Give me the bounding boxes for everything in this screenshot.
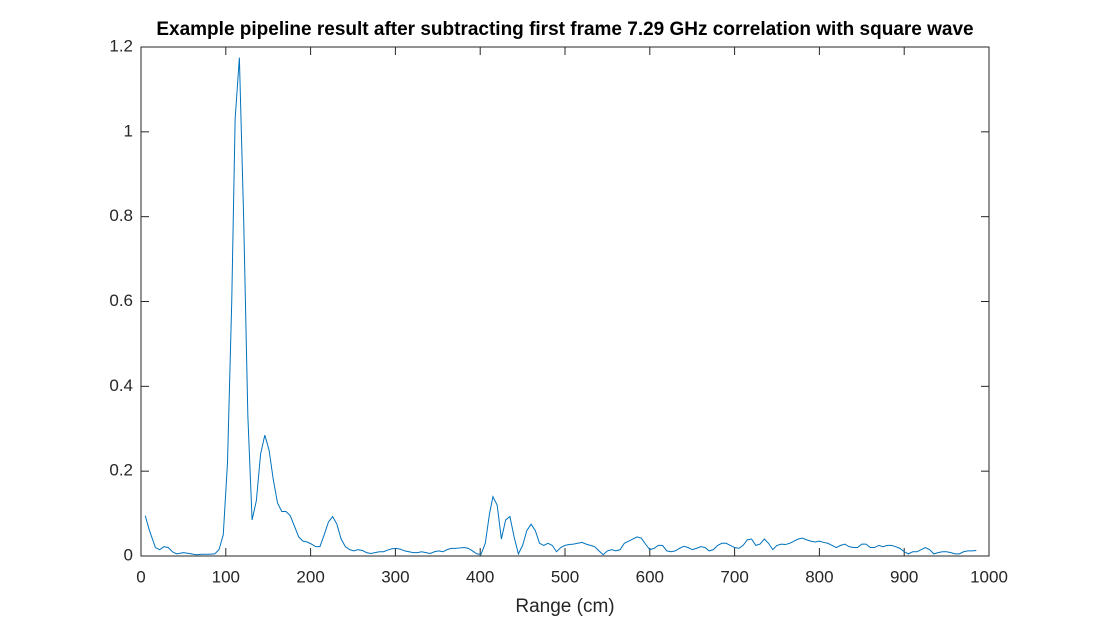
x-tick-label: 300 xyxy=(381,567,409,586)
x-axis-label: Range (cm) xyxy=(515,596,614,617)
chart-title: Example pipeline result after subtractin… xyxy=(156,19,973,40)
x-tick-label: 500 xyxy=(551,567,579,586)
y-tick-label: 1.2 xyxy=(109,36,133,55)
x-tick-label: 200 xyxy=(296,567,324,586)
y-tick-label: 0.8 xyxy=(109,206,133,225)
y-tick-label: 0.6 xyxy=(109,291,133,310)
data-line xyxy=(144,57,977,556)
x-tick-label: 600 xyxy=(636,567,664,586)
x-tick-label: 700 xyxy=(720,567,748,586)
x-tick-label: 0 xyxy=(136,567,145,586)
x-tick-label: 800 xyxy=(805,567,833,586)
y-tick-label: 0 xyxy=(124,545,133,564)
y-tick-label: 0.2 xyxy=(109,461,133,480)
x-tick-label: 100 xyxy=(212,567,240,586)
y-tick-label: 1 xyxy=(124,121,133,140)
x-tick-label: 400 xyxy=(466,567,494,586)
x-tick-label: 1000 xyxy=(970,567,1008,586)
x-tick-label: 900 xyxy=(890,567,918,586)
y-tick-label: 0.4 xyxy=(109,376,133,395)
